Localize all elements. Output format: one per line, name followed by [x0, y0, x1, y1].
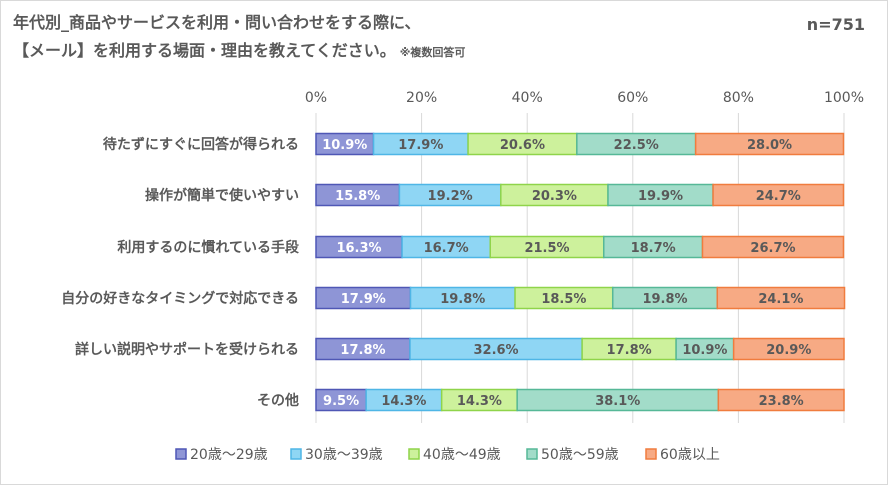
data-label: 20.9%: [766, 343, 811, 358]
bar-row: 15.8% 19.2% 20.3% 19.9% 24.7%: [315, 183, 845, 207]
x-tick-label: 0%: [305, 90, 327, 106]
bar-segment: [717, 388, 845, 412]
x-tick-label: 60%: [617, 90, 648, 106]
data-label: 19.9%: [638, 189, 683, 204]
legend-swatch: [408, 448, 420, 460]
data-label: 32.6%: [473, 343, 518, 358]
data-label: 16.7%: [424, 241, 469, 256]
data-label: 16.3%: [336, 241, 381, 256]
data-label: 19.2%: [428, 189, 473, 204]
data-label: 10.9%: [682, 343, 727, 358]
legend-item: 60歳以上: [645, 447, 720, 463]
legend: 20歳～29歳 30歳～39歳 40歳～49歳 50歳～59歳 60歳以上: [175, 447, 720, 463]
category-label: 自分の好きなタイミングで対応できる: [61, 290, 299, 307]
bar-segment: [694, 132, 845, 156]
legend-label: 30歳～39歳: [305, 447, 383, 463]
data-label: 14.3%: [457, 394, 502, 409]
legend-label: 20歳～29歳: [190, 447, 268, 463]
sample-size-label: n=751: [806, 15, 865, 34]
category-label: 利用するのに慣れている手段: [117, 239, 299, 256]
legend-label: 40歳～49歳: [423, 447, 501, 463]
data-label: 18.7%: [631, 241, 676, 256]
legend-swatch: [526, 448, 538, 460]
title-line-2-text: 【メール】を利用する場面・理由を教えてください。: [13, 41, 396, 60]
category-label: その他: [257, 392, 299, 409]
legend-item: 40歳～49歳: [408, 447, 501, 463]
bar-segment: [716, 286, 846, 310]
data-label: 26.7%: [750, 241, 795, 256]
data-label: 14.3%: [381, 394, 426, 409]
legend-item: 50歳～59歳: [526, 447, 619, 463]
x-tick-label: 80%: [723, 90, 754, 106]
bar-row: 17.8% 32.6% 17.8% 10.9% 20.9%: [315, 337, 845, 361]
bar-row: 16.3% 16.7% 21.5% 18.7% 26.7%: [315, 235, 845, 259]
data-label: 19.8%: [642, 292, 687, 307]
category-label: 操作が簡単で使いやすい: [145, 187, 299, 204]
legend-item: 20歳～29歳: [175, 447, 268, 463]
category-labels: 待たずにすぐに回答が得られる操作が簡単で使いやすい利用するのに慣れている手段自分…: [61, 136, 299, 409]
data-label: 20.3%: [532, 189, 577, 204]
bar-row: 17.9% 19.8% 18.5% 19.8% 24.1%: [315, 286, 846, 310]
title-note: ※複数回答可: [399, 46, 466, 59]
category-label: 待たずにすぐに回答が得られる: [103, 136, 299, 153]
data-label: 24.1%: [758, 292, 803, 307]
data-label: 19.8%: [440, 292, 485, 307]
bars: 10.9% 17.9% 20.6% 22.5% 28.0% 15.8% 19.2% 20.3%…: [315, 132, 846, 412]
data-label: 17.9%: [398, 138, 443, 153]
bar-segment: [732, 337, 845, 361]
data-label: 15.8%: [335, 189, 380, 204]
data-label: 17.8%: [340, 343, 385, 358]
title-line-2: 【メール】を利用する場面・理由を教えてください。 ※複数回答可: [13, 37, 465, 67]
category-label: 詳しい説明やサポートを受けられる: [75, 341, 299, 358]
legend-label: 50歳～59歳: [541, 447, 619, 463]
data-label: 23.8%: [759, 394, 804, 409]
data-label: 17.9%: [341, 292, 386, 307]
bar-row: 9.5% 14.3% 14.3% 38.1% 23.8%: [315, 388, 845, 412]
legend-swatch: [290, 448, 302, 460]
data-label: 17.8%: [607, 343, 652, 358]
x-tick-label: 40%: [512, 90, 543, 106]
data-label: 18.5%: [541, 292, 586, 307]
legend-item: 30歳～39歳: [290, 447, 383, 463]
data-label: 38.1%: [595, 394, 640, 409]
bar-row: 10.9% 17.9% 20.6% 22.5% 28.0%: [315, 132, 845, 156]
data-label: 28.0%: [747, 138, 792, 153]
chart-title: 年代別_商品やサービスを利用・問い合わせをする際に、 【メール】を利用する場面・…: [13, 9, 465, 67]
data-label: 20.6%: [500, 138, 545, 153]
legend-swatch: [175, 448, 187, 460]
data-label: 10.9%: [322, 138, 367, 153]
gridlines: [315, 113, 845, 423]
legend-label: 60歳以上: [660, 447, 720, 463]
legend-swatch: [645, 448, 657, 460]
bar-segment: [712, 183, 845, 207]
x-axis-ticks: 0% 20% 40% 60% 80% 100%: [305, 90, 864, 106]
data-label: 9.5%: [323, 394, 359, 409]
bar-segment: [701, 235, 845, 259]
x-tick-label: 100%: [824, 90, 864, 106]
data-label: 22.5%: [614, 138, 659, 153]
data-label: 24.7%: [756, 189, 801, 204]
title-line-1: 年代別_商品やサービスを利用・問い合わせをする際に、: [13, 13, 421, 32]
x-tick-label: 20%: [406, 90, 437, 106]
data-label: 21.5%: [524, 241, 569, 256]
